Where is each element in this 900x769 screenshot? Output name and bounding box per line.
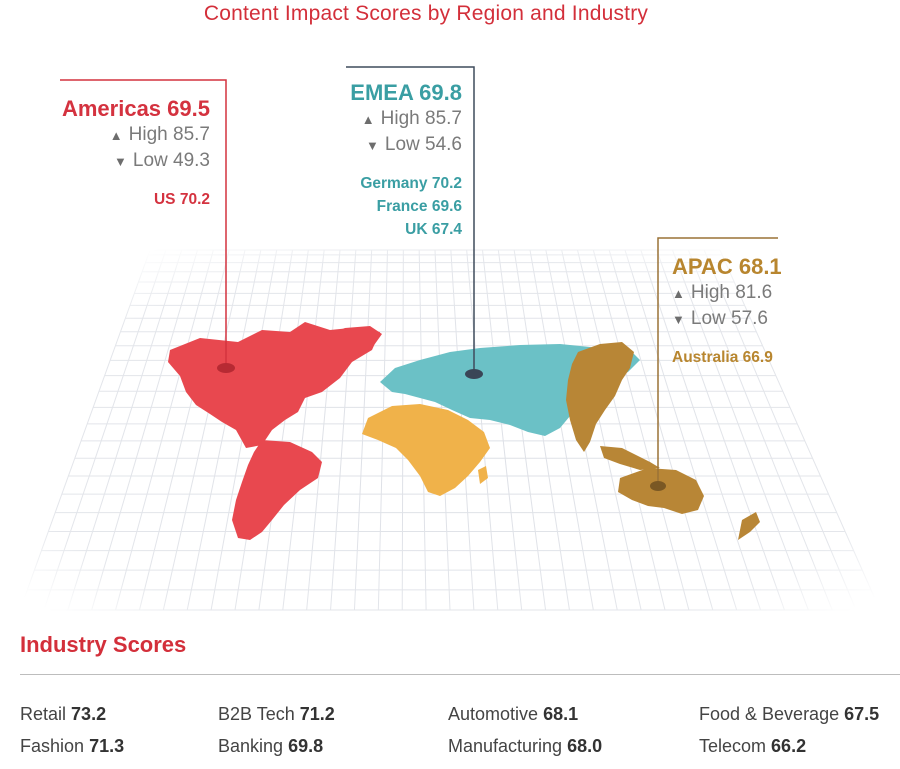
americas-pin [217,363,235,373]
emea-leader-line [346,66,475,373]
industry-name: Telecom [699,736,767,756]
apac-score: 68.1 [738,254,782,279]
country-name: UK [405,221,428,238]
industry-divider [20,674,900,675]
industry-item-food-beverage: Food & Beverage 67.5 [699,704,879,725]
americas-low-value: 49.3 [173,150,210,171]
apac-high-value: 81.6 [735,282,773,303]
apac-high-label: High [690,282,730,303]
australia-landmass [618,468,704,514]
industry-name: Manufacturing [448,736,563,756]
industry-score: 68.0 [567,736,603,756]
emea-pin [465,369,483,379]
greenland-landmass [320,326,382,356]
country-germany: Germany 70.2 [340,172,462,195]
industry-score: 66.2 [771,736,807,756]
americas-landmass [168,322,380,448]
apac-islands-landmass [600,446,660,470]
industry-score: 68.1 [543,704,579,724]
emea-title: EMEA 69.8 [340,80,462,106]
industry-item-fashion: Fashion 71.3 [20,736,124,757]
chart-subtitle: Content Impact Scores by Region and Indu… [203,2,649,25]
apac-title: APAC 68.1 [672,254,812,280]
madagascar-landmass [478,466,488,484]
emea-score: 69.8 [419,80,462,105]
apac-callout: APAC 68.1 ▲ High 81.6 ▼ Low 57.6 Australia… [672,254,812,369]
apac-low: ▼ Low 57.6 [672,306,812,332]
apac-asia-landmass [566,342,634,452]
industry-score: 71.3 [89,736,125,756]
americas-high-label: High [128,124,168,145]
industry-name: B2B Tech [218,704,295,724]
country-score: 69.6 [431,198,462,215]
country-australia: Australia 66.9 [672,346,812,369]
apac-low-label: Low [690,308,726,329]
emea-high-value: 85.7 [425,108,462,129]
triangle-up-icon: ▲ [672,286,685,301]
industry-item-banking: Banking 69.8 [218,736,323,757]
industry-name: Automotive [448,704,539,724]
country-score: 70.2 [179,191,210,208]
apac-pin [650,481,666,491]
emea-low: ▼ Low 54.6 [340,132,462,158]
country-france: France 69.6 [340,195,462,218]
triangle-up-icon: ▲ [361,112,375,127]
country-name: Germany [360,175,428,192]
industry-score: 71.2 [299,704,335,724]
americas-low-label: Low [132,150,168,171]
industry-name: Retail [20,704,67,724]
africa-landmass [362,404,490,496]
country-us: US 70.2 [58,188,210,211]
apac-low-value: 57.6 [731,308,768,329]
americas-title: Americas 69.5 [58,96,210,122]
triangle-down-icon: ▼ [672,312,685,327]
industry-item-b2b-tech: B2B Tech 71.2 [218,704,335,725]
country-name: US [153,191,176,208]
triangle-up-icon: ▲ [109,128,123,143]
country-name: Australia [672,349,739,366]
industry-name: Food & Beverage [699,704,840,724]
industry-name: Banking [218,736,284,756]
country-score: 66.9 [742,349,773,366]
industry-score: 69.8 [288,736,324,756]
country-uk: UK 67.4 [340,218,462,241]
emea-high-label: High [380,108,420,129]
apac-high: ▲ High 81.6 [672,280,812,306]
industry-name: Fashion [20,736,85,756]
apac-leader-line [657,237,778,486]
triangle-down-icon: ▼ [366,138,379,153]
emea-callout: EMEA 69.8 ▲ High 85.7 ▼ Low 54.6 Germany 7… [340,80,462,241]
americas-name: Americas [61,96,162,121]
americas-score: 69.5 [167,96,210,121]
industry-item-automotive: Automotive 68.1 [448,704,578,725]
new-zealand-landmass [738,512,760,540]
country-score: 70.2 [431,175,462,192]
emea-country-list: Germany 70.2 France 69.6 UK 67.4 [340,172,462,241]
industry-score: 73.2 [71,704,107,724]
emea-name: EMEA [350,80,414,105]
world-map [0,66,900,630]
apac-name: APAC [672,254,733,279]
country-score: 67.4 [431,221,462,238]
country-name: France [376,198,428,215]
emea-low-value: 54.6 [425,134,462,155]
americas-leader-line [60,79,227,368]
americas-high-value: 85.7 [173,124,210,145]
americas-high: ▲ High 85.7 [58,122,210,148]
emea-low-label: Low [384,134,420,155]
south-america-landmass [232,440,322,540]
industry-item-telecom: Telecom 66.2 [699,736,806,757]
emea-high: ▲ High 85.7 [340,106,462,132]
industry-scores-title: Industry Scores [20,632,187,657]
americas-callout: Americas 69.5 ▲ High 85.7 ▼ Low 49.3 US 70… [58,96,210,211]
industry-item-manufacturing: Manufacturing 68.0 [448,736,602,757]
americas-low: ▼ Low 49.3 [58,148,210,174]
industry-score: 67.5 [844,704,880,724]
triangle-down-icon: ▼ [114,154,127,169]
industry-item-retail: Retail 73.2 [20,704,106,725]
